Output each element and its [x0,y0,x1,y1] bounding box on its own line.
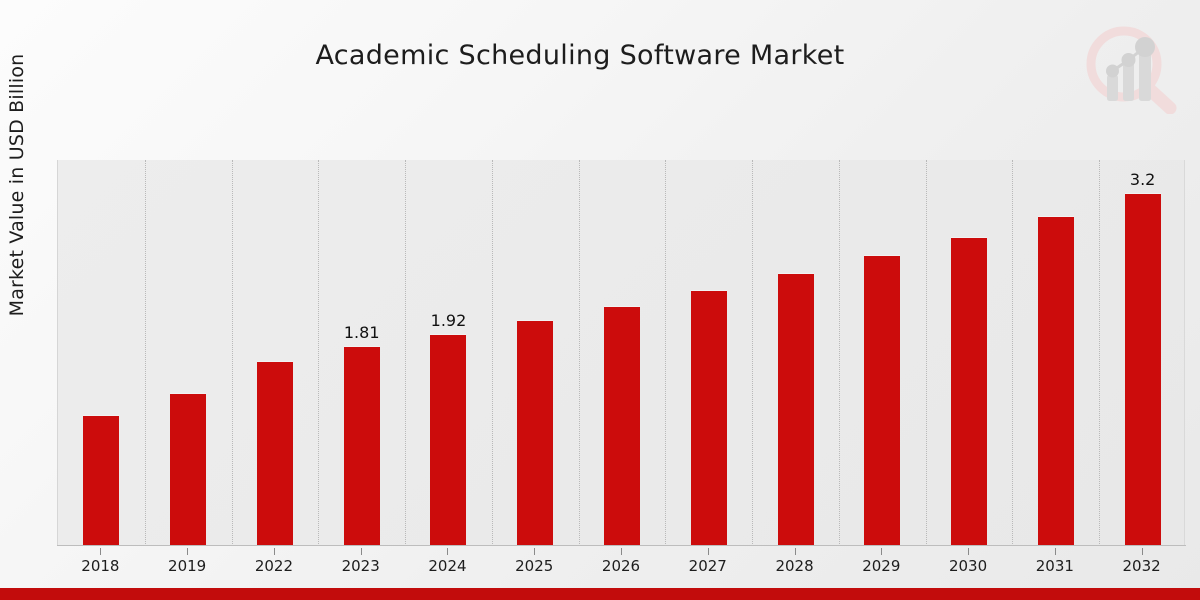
x-tick [1141,548,1143,555]
x-label-2019: 2019 [168,557,207,575]
bar-value-label-2032: 3.2 [1129,170,1156,190]
x-axis-line [57,545,1186,546]
bar-2027[interactable] [690,290,727,546]
x-label-2030: 2030 [948,557,988,575]
market-research-logo [1078,22,1182,115]
bar-group[interactable]: 1.92 [430,160,467,546]
x-label-2022: 2022 [254,557,294,575]
bar-group[interactable]: 1.81 [343,160,380,546]
y-axis-title: Market Value in USD Billion [6,53,28,317]
bar-group[interactable] [690,160,727,546]
plot-area: 1.81 1.92 3.2 [57,160,1185,546]
bar-group[interactable]: 3.2 [1124,160,1161,546]
bar-2026[interactable] [604,305,640,546]
x-tick [273,548,275,555]
x-label-2025: 2025 [515,557,554,575]
bar-value-label-2024: 1.92 [430,311,467,331]
x-tick [968,548,970,555]
x-tick [621,548,622,555]
x-label-2026: 2026 [601,557,641,575]
bar-group[interactable] [1037,160,1074,546]
bar-group[interactable] [256,160,293,546]
x-label-2024: 2024 [428,557,467,575]
x-axis-tick-labels: 2018 2019 2022 2023 2024 2025 2026 2027 2028 2029… [0,548,1200,578]
bar-group[interactable] [83,160,120,546]
bar-group[interactable] [777,160,814,546]
x-tick [447,548,449,555]
bar-2031[interactable] [1037,216,1074,546]
bar-group[interactable] [864,160,901,546]
x-label-2018: 2018 [81,557,120,575]
x-tick [707,548,709,555]
bar-2030[interactable] [951,237,988,546]
x-tick [360,548,362,555]
x-tick [534,548,536,555]
bar-value-label-2023: 1.81 [343,323,380,343]
x-label-2032: 2032 [1122,557,1161,575]
page-title: Academic Scheduling Software Market [315,40,845,71]
bar-2019[interactable] [170,392,207,546]
magnifier-bars-icon [1086,26,1177,115]
bar-group[interactable] [170,160,207,546]
x-tick [187,548,189,555]
x-tick [881,548,883,555]
bar-2023[interactable] [343,346,380,546]
bar-2032[interactable] [1124,193,1161,546]
x-label-2027: 2027 [688,557,727,575]
bar-2022[interactable] [256,360,293,546]
x-tick [1054,548,1056,555]
bar-group[interactable] [517,160,554,546]
bar-2025[interactable] [517,319,554,546]
bar-group[interactable] [951,160,988,546]
x-tick [794,548,796,555]
bar-2028[interactable] [777,272,814,546]
x-tick [100,548,102,555]
x-label-2031: 2031 [1035,557,1074,575]
bar-2024[interactable] [430,334,467,546]
x-label-2023: 2023 [341,557,380,575]
footer-accent-bar [0,588,1200,600]
bars-layer: 1.81 1.92 3.2 [58,160,1184,546]
bar-2018[interactable] [83,414,120,546]
x-label-2029: 2029 [862,557,901,575]
bar-group[interactable] [604,160,640,546]
x-label-2028: 2028 [775,557,814,575]
bar-2029[interactable] [864,254,901,546]
